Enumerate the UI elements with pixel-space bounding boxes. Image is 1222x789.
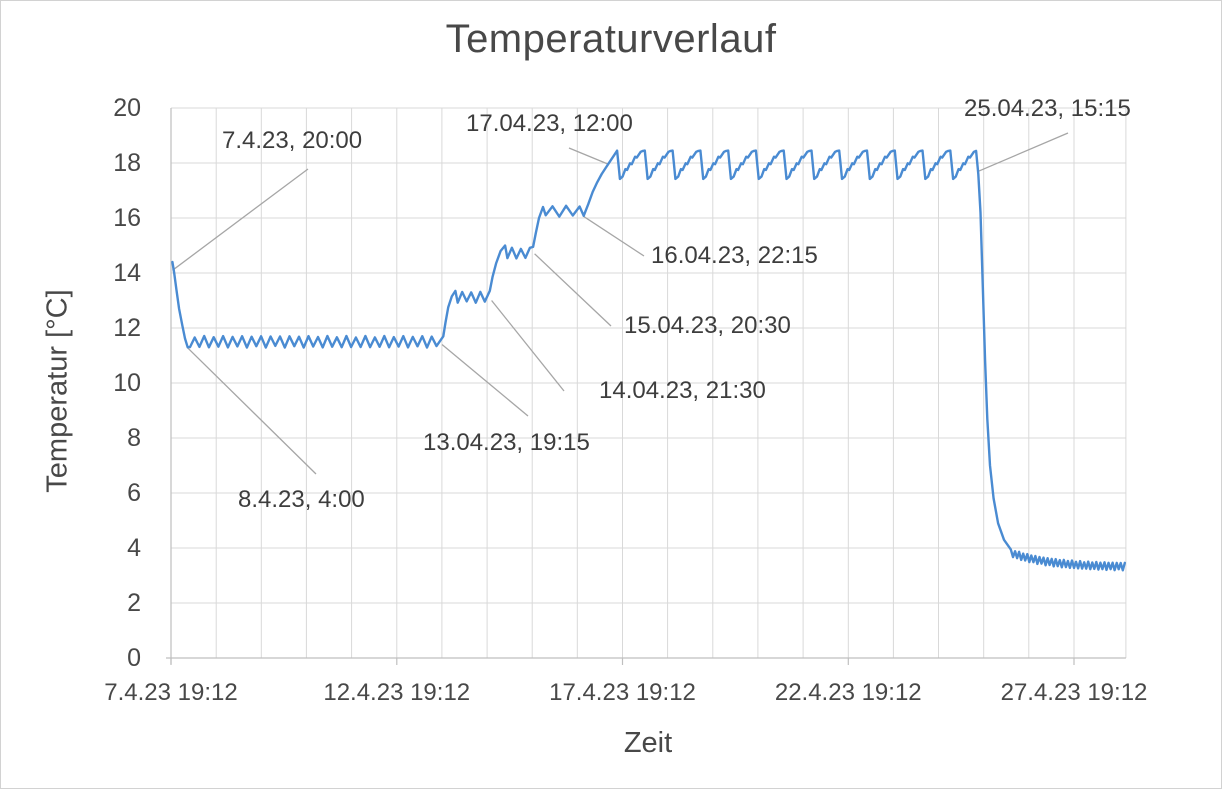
annotation-label: 8.4.23, 4:00 <box>238 486 365 513</box>
annotation-label: 17.04.23, 12:00 <box>466 110 633 137</box>
y-tick-label: 18 <box>113 149 141 177</box>
x-tick-label: 7.4.23 19:12 <box>104 679 238 706</box>
x-tick-label: 17.4.23 19:12 <box>549 679 696 706</box>
series-line <box>171 149 1126 572</box>
y-tick-label: 20 <box>113 94 141 122</box>
leader-line <box>978 132 1069 172</box>
x-axis-title: Zeit <box>623 727 673 759</box>
leader-line <box>534 253 612 327</box>
y-tick-label: 2 <box>127 589 141 617</box>
y-tick-label: 6 <box>127 479 141 507</box>
annotation-label: 15.04.23, 20:30 <box>624 312 791 339</box>
y-tick-label: 8 <box>127 424 141 452</box>
annotation-label: 25.04.23, 15:15 <box>964 95 1131 122</box>
y-tick-label: 0 <box>127 644 141 672</box>
chart-title: Temperaturverlauf <box>445 17 777 61</box>
y-tick-label: 14 <box>113 259 141 287</box>
annotation-label: 14.04.23, 21:30 <box>599 377 766 404</box>
annotation-label: 16.04.23, 22:15 <box>651 242 818 269</box>
leader-line <box>187 347 317 475</box>
y-tick-label: 16 <box>113 204 141 232</box>
annotation-label: 7.4.23, 20:00 <box>222 127 363 154</box>
y-tick-label: 4 <box>127 534 141 562</box>
x-tick-label: 12.4.23 19:12 <box>323 679 471 706</box>
leader-line <box>172 168 309 271</box>
leader-line <box>491 300 565 392</box>
annotation-label: 13.04.23, 19:15 <box>423 429 590 456</box>
y-tick-label: 12 <box>113 314 141 342</box>
y-tick-label: 10 <box>113 369 141 397</box>
leader-line <box>582 215 645 257</box>
x-tick-label: 27.4.23 19:12 <box>1000 679 1148 706</box>
leader-line <box>568 147 609 165</box>
leader-line <box>441 344 529 417</box>
x-tick-label: 22.4.23 19:12 <box>774 679 922 706</box>
